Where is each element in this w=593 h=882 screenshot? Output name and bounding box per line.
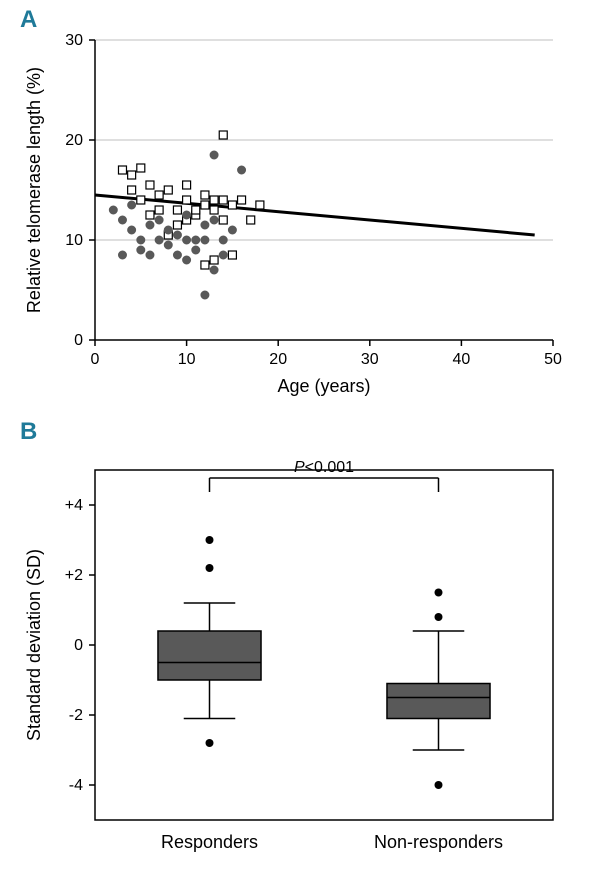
- svg-text:Standard deviation (SD): Standard deviation (SD): [24, 549, 44, 741]
- svg-text:P<0.001: P<0.001: [294, 459, 354, 476]
- svg-text:-4: -4: [69, 777, 83, 794]
- svg-text:Age (years): Age (years): [277, 376, 370, 396]
- svg-text:+2: +2: [65, 567, 83, 584]
- svg-text:+4: +4: [65, 497, 83, 514]
- svg-text:Non-responders: Non-responders: [374, 832, 503, 852]
- svg-text:0: 0: [74, 637, 83, 654]
- svg-text:20: 20: [65, 132, 83, 149]
- svg-text:0: 0: [91, 351, 100, 368]
- svg-text:Responders: Responders: [161, 832, 258, 852]
- svg-text:0: 0: [74, 332, 83, 349]
- svg-text:50: 50: [544, 351, 562, 368]
- svg-text:-2: -2: [69, 707, 83, 724]
- svg-text:40: 40: [453, 351, 471, 368]
- svg-text:10: 10: [178, 351, 196, 368]
- svg-text:30: 30: [65, 32, 83, 49]
- scatter-chart-a: 0 10 20 30 40 50 0 10 20 30 Age (years) Relative te…: [0, 10, 593, 410]
- boxplot-chart-b: -4 -2 0 +2 +4 Responders Non-responders Standar…: [0, 430, 593, 880]
- svg-text:Relative telomerase length (%): Relative telomerase length (%): [24, 67, 44, 313]
- svg-text:20: 20: [269, 351, 287, 368]
- svg-text:10: 10: [65, 232, 83, 249]
- svg-text:30: 30: [361, 351, 379, 368]
